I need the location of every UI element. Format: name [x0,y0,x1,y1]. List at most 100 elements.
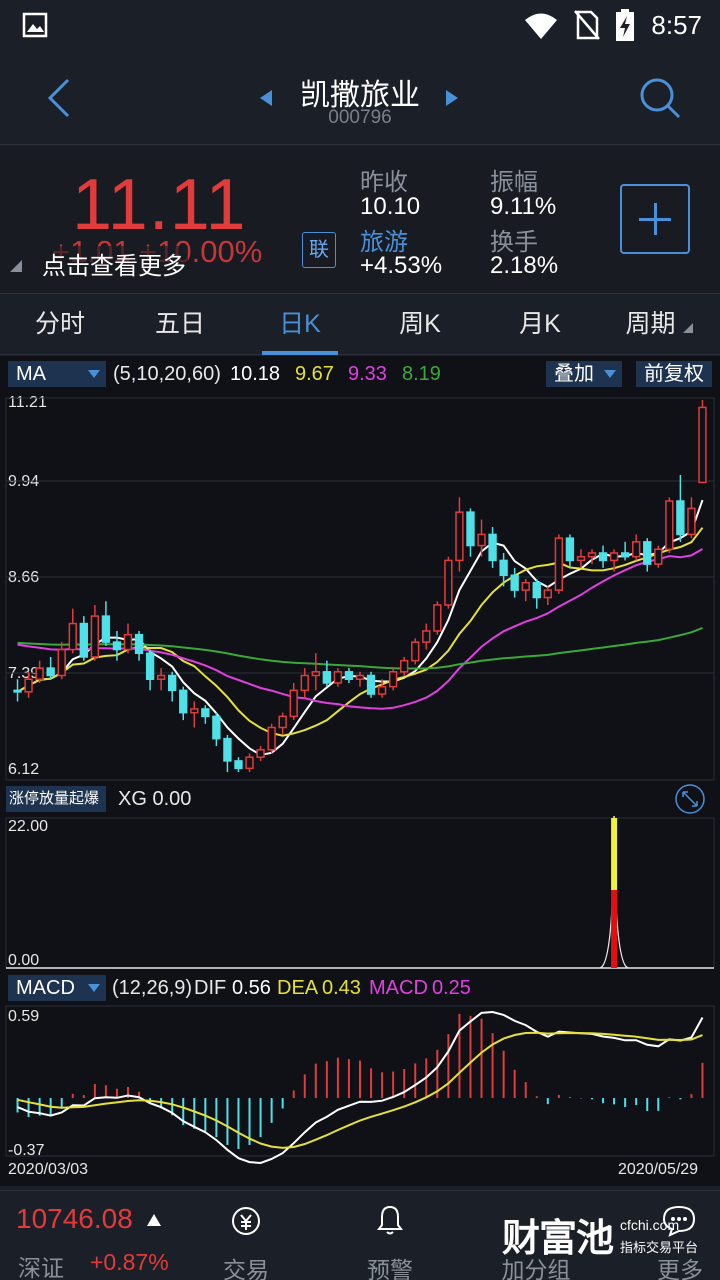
candle-body [24,678,33,693]
candle-body [234,760,243,770]
ma-params: (5,10,20,60) [113,363,221,385]
index-value[interactable]: 10746.08 [16,1203,133,1234]
nav-more-label: 更多 [657,1257,703,1280]
kline-chart-svg[interactable] [0,356,720,1186]
candle-body [90,615,100,658]
no-sim-icon [574,10,600,40]
nav-alert-label: 预警 [367,1257,413,1280]
candle-body [212,715,221,740]
nav-trade-label: 交易 [223,1257,269,1280]
candle-body [355,674,365,680]
candle-body [521,581,530,591]
candle-body [466,511,475,547]
candle-body [79,622,88,658]
candle-body [565,537,575,562]
candle-body [300,674,309,692]
candle-body [620,552,630,558]
candle-body [665,500,674,551]
ma10-value: 9.67 [295,363,334,385]
add-watchlist-button[interactable] [620,184,690,254]
candle-body [444,559,453,606]
candle-body [201,708,210,718]
candle-body [609,552,619,562]
search-icon[interactable] [638,76,682,120]
tab-period-label: 周期 [625,310,676,338]
macd-panel-frame [5,1005,715,1157]
candle-body [377,685,387,695]
macd-label: MACD [369,977,428,999]
trade-icon [232,1207,260,1235]
prev-close-label: 昨收 [360,169,408,196]
tab-monthly-k[interactable]: 月K [519,310,561,338]
dea-value: 0.43 [322,977,361,999]
gallery-icon [22,12,48,38]
end-date: 2020/05/29 [618,1161,699,1178]
adjust-button[interactable]: 前复权 [636,361,712,387]
candle-body [190,708,199,714]
logo-slogan: 指标交易平台 [620,1240,699,1255]
candle-body [576,555,586,562]
wifi-icon [525,13,557,39]
tab-daily-k[interactable]: 日K [240,295,360,355]
ma-indicator-label: MA [16,363,46,385]
candle-body [57,648,66,677]
candle-body [311,671,320,677]
tab-intraday[interactable]: 分时 [34,310,85,338]
candle-body [400,659,409,673]
candle-body [123,633,133,651]
bottom-bar: 10746.08 深证 +0.87% 交易 预警 加分组 更多 财富池 cfch… [0,1190,720,1280]
tab-weekly-k[interactable]: 周K [399,310,441,338]
candle-body [344,671,354,680]
candle-body [676,500,685,536]
ma5-value: 10.18 [230,363,281,385]
index-change: +0.87% [90,1249,169,1275]
dif-value: 0.56 [232,977,271,999]
candle-body [134,633,144,654]
candle-body [598,552,608,562]
sector-label[interactable]: 旅游 [360,229,408,256]
up-triangle-icon [147,1214,161,1226]
ma60-value: 8.19 [402,363,441,385]
linked-button[interactable]: 联 [302,232,336,268]
candle-body [101,615,111,643]
xg-spike-line [599,815,629,969]
chart-area: MA (5,10,20,60) 10.18 9.67 9.33 8.19 叠加 … [0,356,720,1186]
candle-body [411,641,420,662]
dea-label: DEA [277,977,319,999]
xg-indicator-label: 涨停放量起爆 [9,790,100,807]
candle-body [554,537,564,591]
ma20-value: 9.33 [348,363,387,385]
more-info-hint[interactable]: 点击查看更多 [40,246,188,281]
clock: 8:57 [651,10,702,40]
candle-body [46,667,55,677]
expand-corner-icon [10,260,22,272]
candle-body [13,689,22,693]
xg-bar-red [611,890,618,968]
next-stock-icon[interactable] [444,88,460,108]
candle-body [156,674,166,680]
candle-body [477,533,486,547]
macd-indicator-dropdown[interactable]: MACD [8,975,106,1001]
candle-body [68,622,77,651]
ma-indicator-dropdown[interactable]: MA [8,361,106,387]
y-label-min: 6.12 [8,761,40,778]
xg-y-min: 0.00 [8,952,40,969]
overlay-dropdown[interactable]: 叠加 [546,361,622,387]
index-name: 深证 [18,1255,64,1280]
candle-body [145,652,155,680]
xg-indicator-dropdown[interactable]: 涨停放量起爆 [6,786,106,812]
price-panel-frame [5,397,715,781]
candle-body [35,667,44,680]
tab-period[interactable]: 周期 [600,295,720,354]
xg-panel-frame [5,817,715,969]
bell-icon [377,1205,403,1235]
fullscreen-icon[interactable] [674,783,706,815]
macd-y-min: -0.37 [8,1142,45,1159]
ma5-line [17,499,704,757]
back-icon[interactable] [44,76,74,120]
quote-panel[interactable]: 11.11 +1.01 +10.00% 点击查看更多 联 昨收 10.10 旅游… [0,146,720,294]
tab-five-day[interactable]: 五日 [154,310,205,338]
prev-stock-icon[interactable] [258,88,274,108]
candle-body [322,671,332,684]
candle-body [289,689,298,718]
